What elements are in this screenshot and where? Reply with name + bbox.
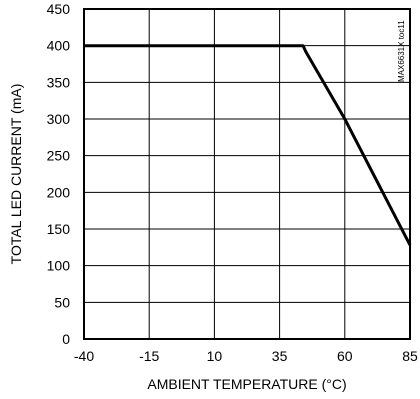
series-line [84,44,412,246]
y-tick-label: 250 [47,148,71,164]
x-tick-label: -15 [139,348,159,364]
y-tick-label: 200 [47,184,71,200]
x-tick-label: 60 [337,348,353,364]
y-tick-label: 450 [47,1,71,17]
y-axis-ticks: 0 50 100 150 200 250 300 350 400 450 [47,1,71,347]
series-group [84,44,412,246]
y-tick-label: 150 [47,221,71,237]
y-tick-label: 50 [54,294,70,310]
x-axis-title: AMBIENT TEMPERATURE (°C) [147,376,346,392]
figure-id-annotation: MAX6631X toc11 [397,20,406,82]
x-tick-label: -40 [74,348,94,364]
y-axis-title: TOTAL LED CURRENT (mA) [8,84,24,265]
y-tick-label: 0 [62,331,70,347]
x-tick-label: 85 [402,348,418,364]
grid [83,8,411,340]
y-tick-label: 100 [47,258,71,274]
x-tick-label: 10 [207,348,223,364]
x-axis-ticks: -40 -15 10 35 60 85 [74,348,418,364]
y-tick-label: 300 [47,111,71,127]
y-tick-label: 350 [47,74,71,90]
x-tick-label: 35 [272,348,288,364]
y-tick-label: 400 [47,38,71,54]
plot-frame [83,8,411,340]
